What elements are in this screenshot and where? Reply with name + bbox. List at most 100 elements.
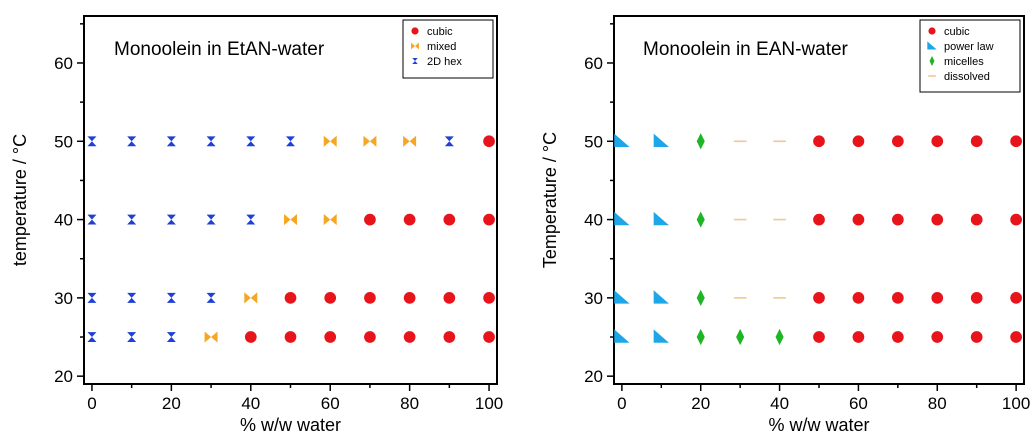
data-point bbox=[1010, 213, 1022, 226]
data-point bbox=[1010, 292, 1022, 304]
data-point bbox=[696, 133, 705, 150]
data-point bbox=[286, 136, 295, 147]
data-point bbox=[891, 292, 904, 304]
legend: cubic mixed 2D hex bbox=[402, 19, 494, 79]
x-tick-label: 80 bbox=[928, 394, 947, 413]
legend: cubic power law micelles dissolved bbox=[919, 19, 1021, 93]
y-tick-label: 20 bbox=[584, 367, 603, 386]
x-tick-label: 20 bbox=[691, 394, 710, 413]
data-point bbox=[166, 332, 176, 342]
data-point bbox=[204, 331, 218, 343]
series-mixed bbox=[204, 135, 417, 343]
data-point bbox=[653, 329, 669, 343]
data-point bbox=[653, 211, 669, 226]
data-point bbox=[775, 328, 784, 346]
data-point bbox=[443, 331, 456, 343]
series-cubic bbox=[244, 135, 495, 343]
data-point bbox=[931, 213, 944, 226]
y-tick-label: 20 bbox=[54, 367, 73, 386]
data-point bbox=[696, 211, 705, 228]
x-tick-label: 100 bbox=[1002, 394, 1030, 413]
data-point bbox=[284, 331, 297, 343]
data-point bbox=[284, 213, 297, 226]
data-point bbox=[852, 292, 865, 304]
data-point bbox=[246, 214, 256, 225]
data-point bbox=[87, 136, 97, 147]
y-tick-label: 40 bbox=[54, 211, 73, 230]
data-point bbox=[813, 331, 825, 343]
data-point bbox=[363, 135, 377, 147]
series-micelles bbox=[696, 133, 784, 346]
data-point bbox=[653, 133, 669, 148]
legend-marker bbox=[412, 57, 418, 65]
data-point bbox=[931, 135, 944, 148]
data-point bbox=[813, 135, 825, 148]
y-tick-label: 60 bbox=[54, 54, 73, 73]
legend-marker bbox=[411, 42, 419, 50]
data-point bbox=[87, 292, 97, 303]
legend-entry: cubic bbox=[427, 26, 453, 38]
x-axis-label: % w/w water bbox=[240, 415, 341, 435]
data-point bbox=[852, 213, 865, 226]
y-tick-label: 50 bbox=[584, 132, 603, 151]
x-tick-label: 40 bbox=[241, 394, 260, 413]
x-tick-label: 20 bbox=[162, 394, 181, 413]
data-point bbox=[483, 331, 495, 343]
data-point bbox=[444, 136, 454, 147]
data-point bbox=[614, 290, 630, 304]
series-2D-hex bbox=[87, 136, 454, 342]
data-point bbox=[403, 331, 416, 343]
legend-box bbox=[919, 19, 1021, 93]
data-point bbox=[324, 292, 337, 304]
x-tick-label: 40 bbox=[770, 394, 789, 413]
data-point bbox=[736, 328, 745, 346]
data-point bbox=[127, 292, 137, 303]
chart-left: 0 20 40 60 80 100 20 30 40 50 60 % w/w water tempera… bbox=[10, 15, 503, 435]
data-point bbox=[403, 213, 416, 226]
legend-entry: micelles bbox=[944, 56, 984, 68]
data-point bbox=[246, 136, 256, 147]
data-point bbox=[87, 332, 97, 342]
data-point bbox=[443, 292, 456, 304]
data-point bbox=[403, 292, 416, 304]
y-tick-label: 30 bbox=[54, 289, 73, 308]
data-point bbox=[1010, 331, 1022, 343]
legend-marker bbox=[928, 27, 936, 35]
legend-box bbox=[402, 19, 494, 79]
data-point bbox=[483, 213, 495, 226]
legend-marker bbox=[929, 56, 935, 66]
data-point bbox=[364, 331, 376, 343]
data-point bbox=[931, 331, 944, 343]
legend-entry: dissolved bbox=[944, 71, 990, 83]
x-tick-label: 60 bbox=[321, 394, 340, 413]
data-point bbox=[970, 135, 983, 148]
data-point bbox=[206, 136, 216, 147]
data-point bbox=[813, 213, 825, 226]
data-point bbox=[87, 214, 97, 225]
chart-title: Monoolein in EtAN-water bbox=[114, 39, 325, 60]
data-point bbox=[931, 292, 944, 304]
data-point bbox=[127, 214, 137, 225]
data-point bbox=[614, 133, 630, 148]
y-axis-label: temperature / °C bbox=[10, 134, 30, 266]
data-point bbox=[891, 213, 904, 226]
data-point bbox=[852, 331, 865, 343]
legend-entry: cubic bbox=[944, 26, 970, 38]
x-tick-label: 60 bbox=[849, 394, 868, 413]
y-tick-label: 30 bbox=[584, 289, 603, 308]
data-point bbox=[483, 135, 495, 148]
data-point bbox=[483, 292, 495, 304]
data-point bbox=[206, 214, 216, 225]
legend-entry: mixed bbox=[427, 41, 456, 53]
data-point bbox=[443, 213, 456, 226]
data-point bbox=[403, 135, 417, 147]
data-point bbox=[127, 136, 137, 147]
series-cubic bbox=[813, 135, 1022, 343]
data-point bbox=[614, 211, 630, 226]
data-point bbox=[206, 292, 216, 303]
y-axis-label: Temperature / °C bbox=[540, 132, 560, 268]
x-tick-label: 0 bbox=[87, 394, 96, 413]
data-point bbox=[244, 292, 258, 304]
data-point bbox=[323, 213, 337, 226]
